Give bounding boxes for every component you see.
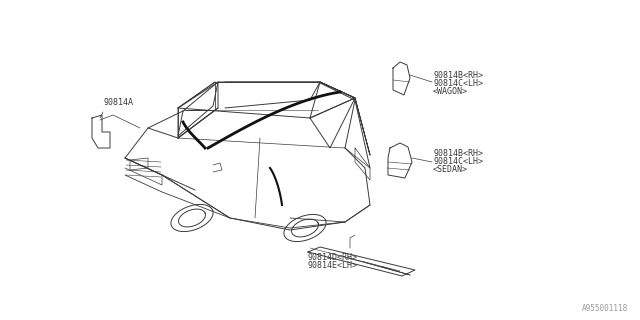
Text: A955001118: A955001118: [582, 304, 628, 313]
Text: 90814B<RH>: 90814B<RH>: [433, 149, 483, 158]
Text: 90814B<RH>: 90814B<RH>: [433, 71, 483, 80]
Text: 90814A: 90814A: [104, 98, 134, 107]
Text: <SEDAN>: <SEDAN>: [433, 165, 468, 174]
Text: 90814C<LH>: 90814C<LH>: [433, 157, 483, 166]
Text: 90814C<LH>: 90814C<LH>: [433, 79, 483, 88]
Text: <WAGON>: <WAGON>: [433, 87, 468, 96]
Text: 90814D<RH>: 90814D<RH>: [308, 253, 358, 262]
Text: 90814E<LH>: 90814E<LH>: [308, 261, 358, 270]
